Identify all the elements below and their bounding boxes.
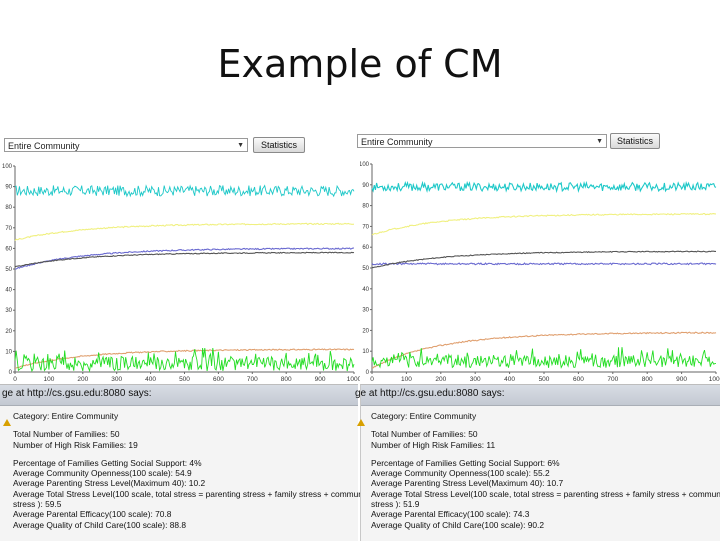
x-tick-label: 1000	[347, 376, 360, 383]
y-tick-label: 0	[366, 370, 370, 376]
chevron-down-icon: ▼	[596, 138, 603, 145]
category-dropdown[interactable]: Entire Community ▼	[4, 138, 248, 152]
dialog-titlebar[interactable]: ge at http://cs.gsu.edu:8080 says:	[0, 385, 358, 406]
y-tick-label: 50	[362, 266, 369, 272]
parenting-stress-text: Average Parenting Stress Level(Maximum 4…	[13, 478, 206, 489]
dialog-titlebar[interactable]: ge at http://cs.gsu.edu:8080 says:	[355, 385, 720, 406]
y-tick-label: 40	[5, 288, 12, 294]
x-tick-label: 900	[676, 376, 687, 383]
series-line-5	[14, 347, 355, 373]
y-tick-label: 60	[362, 245, 369, 251]
y-tick-label: 100	[2, 164, 13, 170]
high-risk-text: Number of High Risk Families: 19	[13, 439, 138, 450]
y-tick-label: 80	[5, 205, 12, 211]
series-line-4	[371, 331, 717, 369]
y-tick-label: 70	[362, 224, 369, 230]
y-tick-label: 20	[5, 329, 12, 335]
x-tick-label: 700	[247, 376, 258, 383]
y-tick-label: 80	[362, 204, 369, 210]
y-tick-label: 30	[5, 308, 12, 314]
category-text: Category: Entire Community	[13, 411, 119, 421]
x-tick-label: 100	[43, 376, 54, 383]
x-tick-label: 600	[213, 376, 224, 383]
category-text: Category: Entire Community	[371, 411, 477, 421]
x-tick-label: 400	[145, 376, 156, 383]
total-families-text: Total Number of Families: 50	[371, 429, 478, 440]
y-tick-label: 30	[362, 308, 369, 314]
y-tick-label: 10	[362, 349, 369, 355]
statistics-button[interactable]: Statistics	[253, 137, 305, 153]
x-tick-label: 200	[435, 376, 446, 383]
x-tick-label: 200	[77, 376, 88, 383]
series-line-1	[371, 212, 716, 236]
slide-title: Example of CM	[217, 42, 503, 86]
social-support-text: Percentage of Families Getting Social Su…	[371, 457, 560, 468]
x-tick-label: 100	[401, 376, 412, 383]
x-tick-label: 300	[470, 376, 481, 383]
parenting-stress-text: Average Parenting Stress Level(Maximum 4…	[371, 478, 564, 489]
warning-icon	[357, 419, 365, 426]
y-tick-label: 100	[360, 162, 370, 168]
child-care-text: Average Quality of Child Care(100 scale)…	[13, 519, 187, 530]
x-tick-label: 600	[573, 376, 584, 383]
x-tick-label: 500	[539, 376, 550, 383]
series-line-3	[371, 250, 716, 269]
y-tick-label: 90	[362, 183, 369, 189]
x-tick-label: 300	[111, 376, 122, 383]
series-line-0	[14, 184, 355, 198]
series-line-2	[371, 262, 717, 266]
x-tick-label: 500	[179, 376, 190, 383]
x-tick-label: 0	[13, 376, 17, 383]
efficacy-text: Average Parental Efficacy(100 scale): 70…	[13, 509, 172, 520]
x-tick-label: 400	[504, 376, 515, 383]
series-line-4	[14, 348, 355, 369]
x-tick-label: 800	[281, 376, 292, 383]
dropdown-value: Entire Community	[8, 141, 80, 151]
total-families-text: Total Number of Families: 50	[13, 429, 120, 440]
x-tick-label: 1000	[709, 376, 720, 383]
social-support-text: Percentage of Families Getting Social Su…	[13, 457, 202, 468]
y-tick-label: 60	[5, 246, 12, 252]
dropdown-value: Entire Community	[361, 137, 433, 147]
dialog-title: ge at http://cs.gsu.edu:8080 says:	[2, 388, 152, 399]
y-tick-label: 50	[5, 267, 12, 273]
high-risk-text: Number of High Risk Families: 11	[371, 439, 496, 450]
category-dropdown-right[interactable]: Entire Community ▼	[357, 134, 607, 148]
series-line-1	[14, 222, 355, 242]
series-line-2	[14, 247, 355, 270]
series-line-3	[14, 251, 355, 268]
total-stress-text-cont: stress ): 51.9	[371, 499, 420, 510]
y-tick-label: 10	[5, 349, 12, 355]
series-line-0	[371, 180, 717, 194]
chevron-down-icon: ▼	[237, 142, 244, 149]
series-line-5	[371, 347, 716, 369]
statistics-button-right[interactable]: Statistics	[610, 133, 660, 149]
warning-icon	[3, 419, 11, 426]
y-tick-label: 40	[362, 287, 369, 293]
child-care-text: Average Quality of Child Care(100 scale)…	[371, 519, 545, 530]
total-stress-text: Average Total Stress Level(100 scale, to…	[371, 488, 720, 499]
x-tick-label: 700	[607, 376, 618, 383]
alert-dialog-right: ge at http://cs.gsu.edu:8080 says: Categ…	[355, 384, 720, 541]
x-tick-label: 900	[315, 376, 326, 383]
y-tick-label: 0	[9, 370, 13, 376]
y-tick-label: 90	[5, 185, 12, 191]
total-stress-text-cont: stress ): 59.5	[13, 499, 62, 510]
efficacy-text: Average Parental Efficacy(100 scale): 74…	[371, 509, 530, 520]
total-stress-text: Average Total Stress Level(100 scale, to…	[13, 488, 372, 499]
dialog-title: ge at http://cs.gsu.edu:8080 says:	[355, 388, 505, 399]
openness-text: Average Community Openness(100 scale): 5…	[13, 468, 192, 479]
dialog-body: Category: Entire Community Total Number …	[13, 411, 371, 530]
openness-text: Average Community Openness(100 scale): 5…	[371, 468, 550, 479]
x-tick-label: 0	[370, 376, 374, 383]
dialog-body: Category: Entire Community Total Number …	[371, 411, 720, 530]
y-tick-label: 20	[362, 328, 369, 334]
y-tick-label: 70	[5, 226, 12, 232]
x-tick-label: 800	[642, 376, 653, 383]
alert-dialog-left: ge at http://cs.gsu.edu:8080 says: Categ…	[0, 384, 371, 541]
